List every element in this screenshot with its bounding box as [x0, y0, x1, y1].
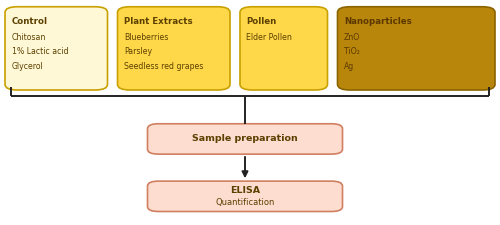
- FancyBboxPatch shape: [148, 124, 342, 154]
- Text: 1% Lactic acid: 1% Lactic acid: [12, 47, 68, 56]
- Text: Seedless red grapes: Seedless red grapes: [124, 62, 204, 71]
- Text: Pollen: Pollen: [246, 17, 277, 26]
- FancyBboxPatch shape: [118, 7, 230, 90]
- Text: Quantification: Quantification: [216, 198, 274, 207]
- Text: ZnO: ZnO: [344, 33, 360, 42]
- Text: Plant Extracts: Plant Extracts: [124, 17, 192, 26]
- Text: ELISA: ELISA: [230, 186, 260, 195]
- Text: Chitosan: Chitosan: [12, 33, 46, 42]
- Text: Ag: Ag: [344, 62, 354, 71]
- Text: Sample preparation: Sample preparation: [192, 134, 298, 144]
- Text: Parsley: Parsley: [124, 47, 152, 56]
- FancyBboxPatch shape: [148, 181, 342, 211]
- FancyBboxPatch shape: [338, 7, 495, 90]
- Text: Control: Control: [12, 17, 48, 26]
- Text: Glycerol: Glycerol: [12, 62, 44, 71]
- FancyBboxPatch shape: [240, 7, 328, 90]
- Text: Blueberries: Blueberries: [124, 33, 168, 42]
- Text: Elder Pollen: Elder Pollen: [246, 33, 292, 42]
- FancyBboxPatch shape: [5, 7, 108, 90]
- Text: TiO₂: TiO₂: [344, 47, 360, 56]
- Text: Nanoparticles: Nanoparticles: [344, 17, 412, 26]
